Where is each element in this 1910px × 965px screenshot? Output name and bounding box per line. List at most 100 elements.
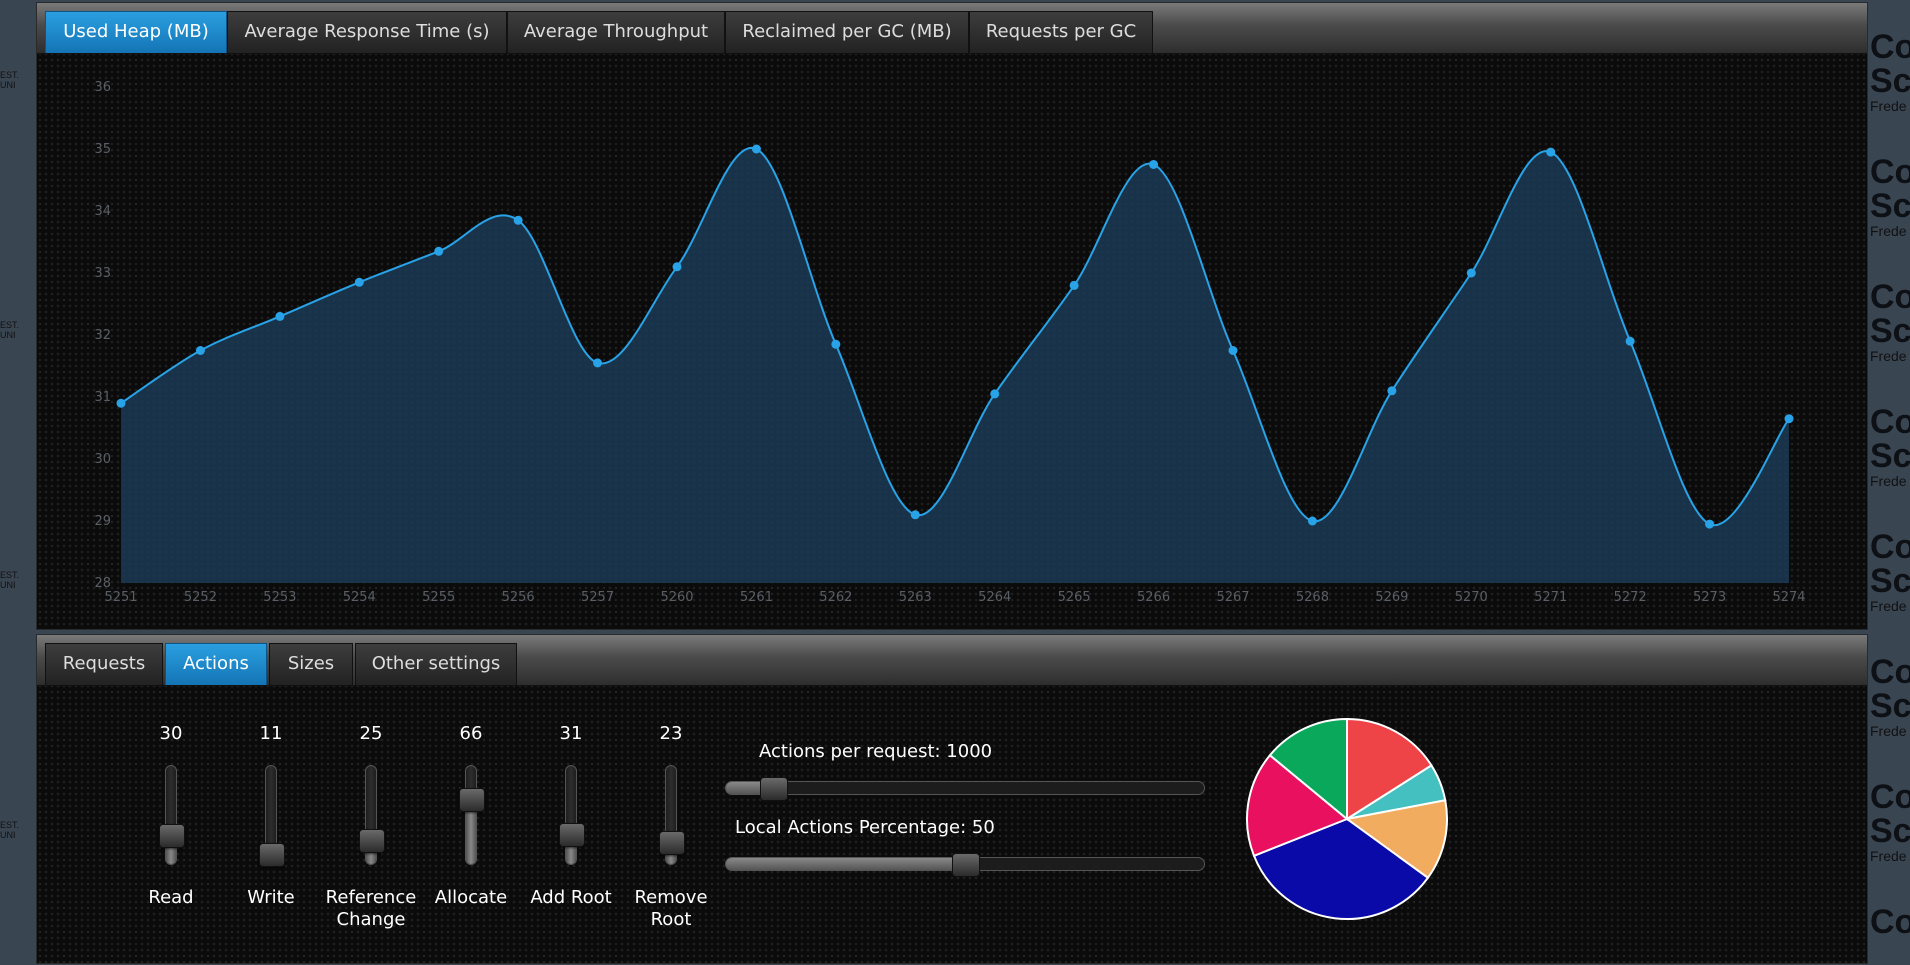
slider-track[interactable] xyxy=(465,765,477,865)
y-tick-label: 35 xyxy=(94,142,111,157)
heap-data-point[interactable] xyxy=(910,510,920,520)
heap-data-point[interactable] xyxy=(1069,280,1079,290)
heap-data-point[interactable] xyxy=(593,358,603,368)
slider-track[interactable] xyxy=(165,765,177,865)
heap-data-point[interactable] xyxy=(354,277,364,287)
bg-text-block: Co xyxy=(1870,905,1910,939)
heap-data-point[interactable] xyxy=(275,311,285,321)
heap-data-point[interactable] xyxy=(751,144,761,154)
x-tick-label: 5251 xyxy=(104,590,137,605)
bg-line: Sc xyxy=(1870,187,1910,225)
actions-per-request-track[interactable] xyxy=(725,781,1205,795)
x-tick-label: 5254 xyxy=(343,590,376,605)
actions-per-request-handle[interactable] xyxy=(760,777,788,801)
chart-panel: Used Heap (MB) Average Response Time (s)… xyxy=(36,2,1868,630)
y-tick-label: 33 xyxy=(94,266,111,281)
pie-slice[interactable] xyxy=(1344,799,1448,880)
slider-label: Allocate xyxy=(416,887,526,909)
y-tick-label: 31 xyxy=(94,390,111,405)
slider-label-line: Read xyxy=(148,887,194,908)
x-tick-label: 5252 xyxy=(184,590,217,605)
slider-handle[interactable] xyxy=(459,788,485,812)
bg-line: Sc xyxy=(1870,62,1910,100)
slider-label-line: Add Root xyxy=(530,887,612,908)
tab-sizes[interactable]: Sizes xyxy=(269,643,353,685)
bg-left-text: EST. UNI xyxy=(0,820,36,840)
bg-left-line: EST. xyxy=(0,820,20,830)
bg-line: Co xyxy=(1870,153,1910,191)
heap-data-point[interactable] xyxy=(1466,268,1476,278)
bg-left-text: EST. UNI xyxy=(0,570,36,590)
slider-handle[interactable] xyxy=(259,843,285,867)
x-tick-label: 5273 xyxy=(1693,590,1726,605)
slider-value: 66 xyxy=(459,723,483,744)
tab-average-response-time[interactable]: Average Response Time (s) xyxy=(227,11,507,53)
tab-used-heap[interactable]: Used Heap (MB) xyxy=(45,11,227,53)
heap-area xyxy=(121,147,1789,583)
slider-handle[interactable] xyxy=(659,831,685,855)
bg-line: Sc xyxy=(1870,562,1910,600)
slider-label: Reference Change xyxy=(316,887,426,931)
bg-left-line: EST. xyxy=(0,570,20,580)
heap-data-point[interactable] xyxy=(1625,336,1635,346)
tab-average-throughput[interactable]: Average Throughput xyxy=(507,11,725,53)
y-tick-label: 29 xyxy=(94,514,111,529)
bg-line: Sc xyxy=(1870,812,1910,850)
tab-reclaimed-per-gc[interactable]: Reclaimed per GC (MB) xyxy=(725,11,969,53)
slider-handle[interactable] xyxy=(159,824,185,848)
heap-data-point[interactable] xyxy=(990,389,1000,399)
bg-line: Sc xyxy=(1870,687,1910,725)
heap-data-point[interactable] xyxy=(1149,160,1159,169)
heap-data-point[interactable] xyxy=(434,246,444,256)
heap-data-point[interactable] xyxy=(116,398,126,408)
pie-slice[interactable] xyxy=(1246,753,1349,858)
bg-line: Co xyxy=(1870,278,1910,316)
bg-left-text: EST. UNI xyxy=(0,320,36,340)
bg-left-line: EST. xyxy=(0,320,20,330)
heap-chart: 28 29 30 31 32 33 34 35 36 5251 5252 5253 5254 5255 52… xyxy=(94,80,1805,605)
x-tick-label: 5268 xyxy=(1296,590,1329,605)
slider-label-line: Write xyxy=(247,887,295,908)
y-tick-label: 36 xyxy=(94,80,111,95)
bg-text-block: Co Sc Frede xyxy=(1870,655,1910,739)
x-tick-label: 5262 xyxy=(819,590,852,605)
bg-left-line: EST. xyxy=(0,70,20,80)
slider-value: 23 xyxy=(659,723,683,744)
local-actions-handle[interactable] xyxy=(952,853,980,877)
tab-requests-per-gc[interactable]: Requests per GC xyxy=(969,11,1153,53)
slider-value: 31 xyxy=(559,723,583,744)
heap-data-point[interactable] xyxy=(672,262,682,272)
control-tab-bar: Requests Actions Sizes Other settings xyxy=(37,635,1867,686)
heap-data-point[interactable] xyxy=(1705,519,1715,529)
tab-requests[interactable]: Requests xyxy=(45,643,163,685)
pie-slice[interactable] xyxy=(1252,817,1430,920)
slider-label-line: Reference xyxy=(325,887,417,908)
tab-other-settings[interactable]: Other settings xyxy=(355,643,517,685)
x-tick-label: 5269 xyxy=(1375,590,1408,605)
bg-left-line: UNI xyxy=(0,830,16,840)
tab-actions[interactable]: Actions xyxy=(165,643,267,685)
slider-track[interactable] xyxy=(565,765,577,865)
pie-slice[interactable] xyxy=(1346,717,1433,821)
heap-data-point[interactable] xyxy=(1784,414,1794,424)
y-tick-label: 32 xyxy=(94,328,111,343)
y-tick-label: 28 xyxy=(94,576,111,591)
heap-data-point[interactable] xyxy=(1546,147,1556,157)
heap-data-point[interactable] xyxy=(1228,346,1238,355)
x-tick-label: 5267 xyxy=(1216,590,1249,605)
slider-handle[interactable] xyxy=(559,823,585,847)
local-actions-fill xyxy=(726,858,965,870)
slider-value: 11 xyxy=(259,723,283,744)
x-tick-label: 5260 xyxy=(660,590,693,605)
pie-slice[interactable] xyxy=(1268,717,1348,822)
heap-data-point[interactable] xyxy=(1387,386,1397,396)
heap-data-point[interactable] xyxy=(513,215,523,225)
heap-data-point[interactable] xyxy=(1307,516,1317,526)
local-actions-label: Local Actions Percentage: 50 xyxy=(735,817,995,838)
slider-handle[interactable] xyxy=(359,829,385,853)
bg-sub: Frede xyxy=(1870,473,1907,489)
bg-left-line: UNI xyxy=(0,80,16,90)
heap-data-point[interactable] xyxy=(195,346,205,355)
bg-text-block: Co Sc Frede xyxy=(1870,405,1910,489)
heap-data-point[interactable] xyxy=(831,339,841,349)
